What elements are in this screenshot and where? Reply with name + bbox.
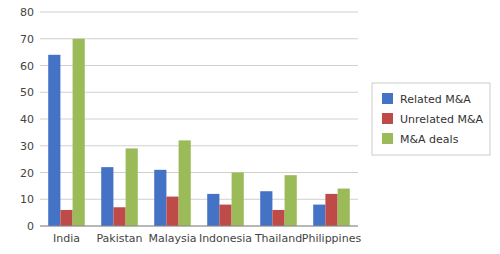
bar <box>126 148 138 226</box>
legend-frame <box>372 83 490 155</box>
chart-container: 0 10 20 30 40 50 60 70 80 India Pakistan MalaysiaIn… <box>0 0 500 254</box>
bar <box>207 194 219 226</box>
bar <box>60 210 72 226</box>
x-tick-label: Malaysia <box>148 232 196 245</box>
x-tick-label: Indonesia <box>199 232 252 245</box>
grid-line <box>40 38 358 39</box>
grid-line <box>40 119 358 120</box>
bar <box>113 207 125 226</box>
legend: Related M&A Unrelated M&A M&A deals <box>372 83 490 155</box>
chart-svg: 0 10 20 30 40 50 60 70 80 India Pakistan MalaysiaIn… <box>0 0 500 254</box>
bar <box>101 167 113 226</box>
x-tick-label: Philippines <box>302 232 362 245</box>
bar <box>272 210 284 226</box>
y-tick-label: 40 <box>20 113 34 126</box>
legend-label: Related M&A <box>400 93 471 106</box>
grid <box>40 12 358 226</box>
legend-swatch <box>382 93 393 104</box>
bar <box>166 197 178 226</box>
grid-line <box>40 145 358 146</box>
y-tick-label: 0 <box>27 220 34 233</box>
bar <box>48 55 60 226</box>
bar <box>313 205 325 226</box>
grid-line <box>40 12 358 13</box>
x-tick-label: Pakistan <box>96 232 142 245</box>
bar <box>232 173 244 227</box>
legend-label: Unrelated M&A <box>400 113 483 126</box>
bar <box>73 39 85 226</box>
y-tick-label: 30 <box>20 140 34 153</box>
y-tick-label: 10 <box>20 193 34 206</box>
y-tick-label: 60 <box>20 60 34 73</box>
bar <box>154 170 166 226</box>
bars <box>48 39 350 226</box>
legend-swatch <box>382 113 393 124</box>
x-tick-label: Thailand <box>254 232 302 245</box>
grid-line <box>40 172 358 173</box>
y-tick-label: 70 <box>20 33 34 46</box>
bar <box>219 205 231 226</box>
y-tick-label: 80 <box>20 6 34 19</box>
x-axis-line <box>40 226 358 227</box>
legend-label: M&A deals <box>400 133 459 146</box>
legend-swatch <box>382 133 393 144</box>
bar <box>179 140 191 226</box>
bar <box>260 191 272 226</box>
grid-line <box>40 226 358 227</box>
grid-line <box>40 92 358 93</box>
bar <box>325 194 337 226</box>
grid-line <box>40 65 358 66</box>
bar <box>338 189 350 226</box>
bar <box>285 175 297 226</box>
y-tick-label: 20 <box>20 167 34 180</box>
y-tick-label: 50 <box>20 86 34 99</box>
grid-line <box>40 199 358 200</box>
x-tick-label: India <box>53 232 80 245</box>
